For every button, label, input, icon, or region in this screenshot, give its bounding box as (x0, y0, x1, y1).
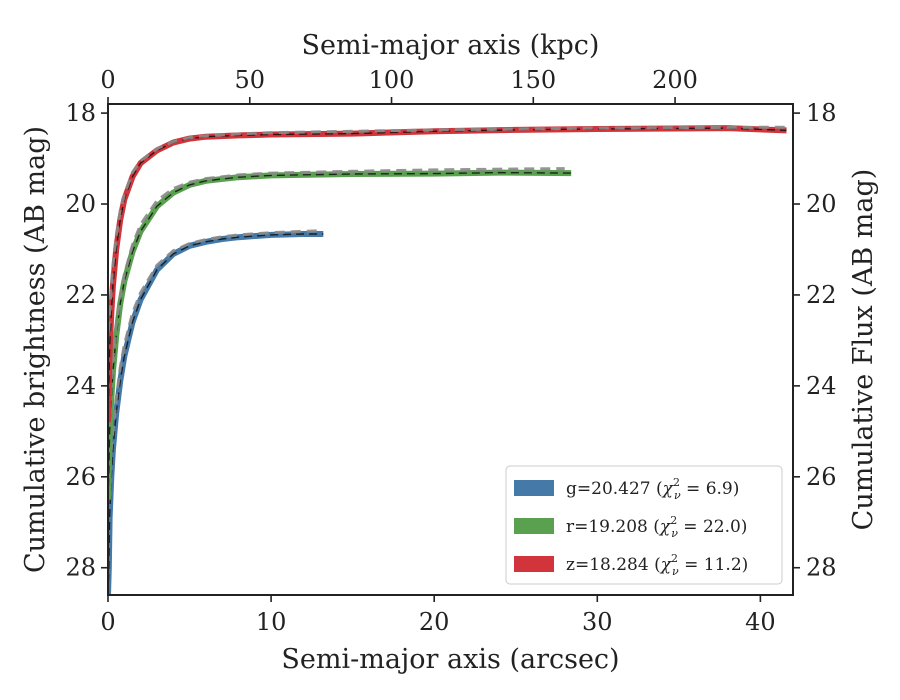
series-r (108, 167, 572, 500)
legend-swatch (514, 480, 554, 496)
y-tick-label: 18 (65, 99, 96, 127)
legend-swatch (514, 518, 554, 534)
axes: 0 10 20 30 40 0 50 100 150 200 18 20 22 24 26 28 18 20 22 2… (20, 30, 879, 675)
y-tick-label: 20 (65, 190, 96, 218)
y-tick-label: 28 (65, 554, 96, 582)
y2-tick-label: 24 (806, 372, 837, 400)
x-tick-label: 10 (256, 608, 287, 636)
x2-tick-label: 100 (369, 66, 415, 94)
y2-tick-label: 18 (806, 99, 837, 127)
y-tick-label: 22 (65, 281, 96, 309)
series-z (108, 125, 787, 423)
series-model-r (108, 167, 565, 427)
y2-axis-title: Cumulative Flux (AB mag) (848, 169, 879, 531)
legend-entry: g=20.427 (χ2 ν = 6.9) (566, 476, 739, 502)
series-model-g (108, 229, 321, 500)
series-line-g (108, 231, 324, 595)
y2-tick-label: 28 (806, 554, 837, 582)
x2-tick-label: 150 (510, 66, 556, 94)
x2-axis-title: Semi-major axis (kpc) (302, 30, 600, 61)
legend-entry: z=18.284 (χ2 ν = 11.2) (566, 552, 748, 578)
x2-tick-label: 0 (100, 66, 115, 94)
x-tick-label: 20 (419, 608, 450, 636)
y-axis-title: Cumulative brightness (AB mag) (20, 126, 51, 573)
x-tick-label: 40 (745, 608, 776, 636)
x2-tick-label: 50 (234, 66, 265, 94)
plot-area (108, 125, 787, 595)
x-axis-title: Semi-major axis (arcsec) (281, 644, 619, 675)
legend-swatch (514, 556, 554, 572)
y2-tick-label: 22 (806, 281, 837, 309)
series-g (108, 229, 324, 595)
series-line-r (108, 169, 572, 500)
legend-box (505, 465, 783, 585)
y-tick-label: 26 (65, 463, 96, 491)
y2-tick-label: 20 (806, 190, 837, 218)
x-tick-label: 0 (100, 608, 115, 636)
series-model-z (108, 125, 787, 332)
y-tick-label: 24 (65, 372, 96, 400)
legend: g=20.427 (χ2 ν = 6.9) r=19.208 (χ2 ν = 22.0… (505, 465, 783, 585)
axes-frame (107, 103, 794, 596)
series-center-dashed-g (108, 233, 324, 595)
legend-entry: r=19.208 (χ2 ν = 22.0) (566, 514, 747, 540)
series-center-dashed-r (108, 171, 572, 500)
x-tick-label: 30 (582, 608, 613, 636)
y2-tick-label: 26 (806, 463, 837, 491)
x2-tick-label: 200 (652, 66, 698, 94)
